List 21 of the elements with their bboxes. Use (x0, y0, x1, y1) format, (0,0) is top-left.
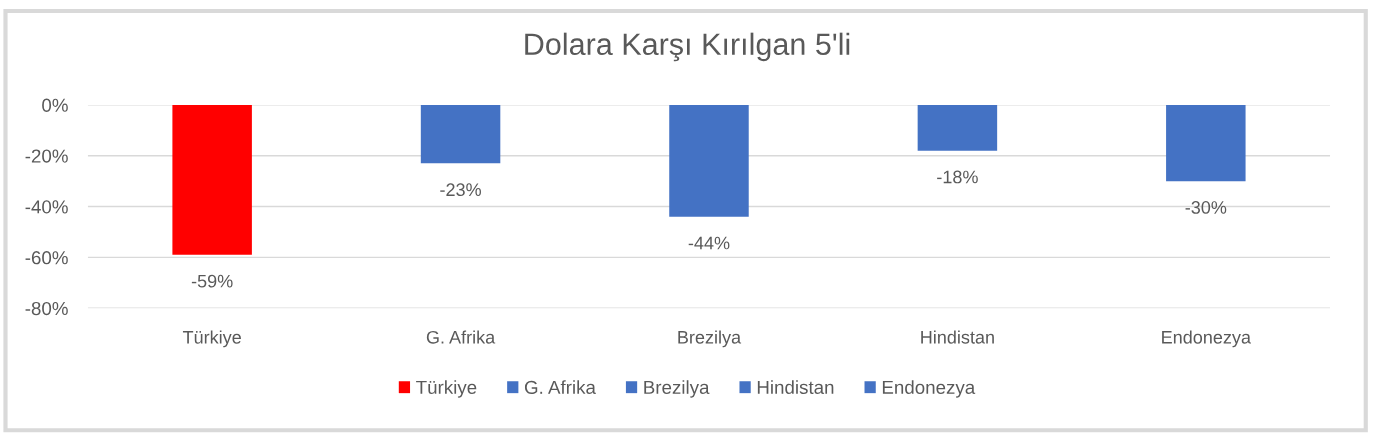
y-tick-label: -20% (25, 149, 68, 163)
y-tick-label: -60% (25, 251, 68, 265)
data-label: -30% (1185, 201, 1227, 214)
y-tick-label: -80% (25, 301, 68, 316)
legend-label: Endonezya (882, 380, 976, 398)
x-tick-label: G. Afrika (426, 330, 496, 344)
x-tick-label: Hindistan (921, 330, 994, 344)
x-tick-label: Endonezya (1162, 330, 1251, 348)
y-tick-label: -40% (25, 200, 68, 214)
data-label: -18% (937, 170, 978, 184)
data-label: -23% (440, 183, 481, 197)
legend-label: Brezilya (644, 380, 710, 398)
x-tick-label: Brezilya (678, 330, 742, 348)
legend-label: Hindistan (757, 380, 834, 394)
x-tick-label: Türkiye (182, 330, 241, 348)
legend-label: G. Afrika (524, 380, 596, 394)
y-tick-label: 0% (42, 98, 68, 112)
data-label: -44% (688, 236, 730, 250)
chart-title: Dolara Karşı Kırılgan 5'li (525, 32, 850, 62)
data-label: -59% (191, 274, 233, 288)
legend-label: Türkiye (416, 380, 477, 398)
